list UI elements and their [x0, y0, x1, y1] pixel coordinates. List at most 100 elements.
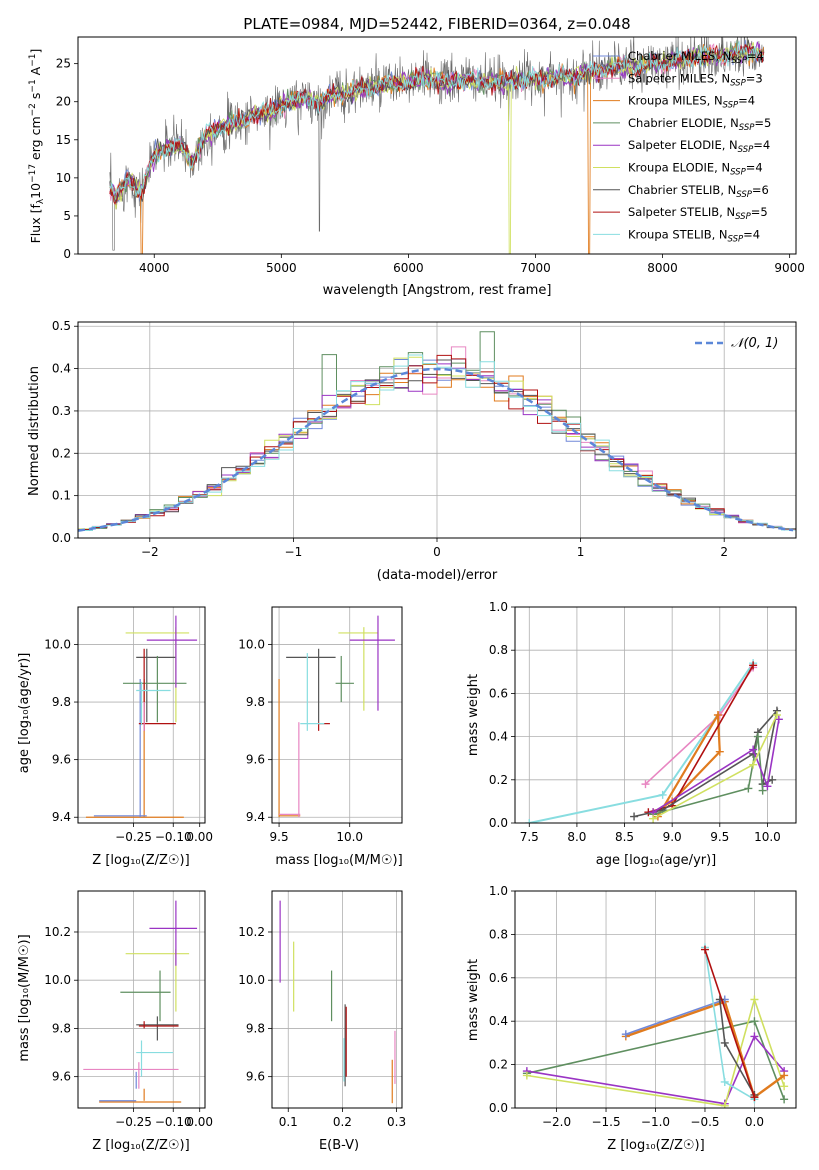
- y-tick-label: 0.4: [489, 1014, 508, 1028]
- x-tick-label: 0: [433, 545, 441, 559]
- ageZ-ylabel: age [log₁₀(age/yr)]: [17, 653, 32, 774]
- mass-weight-marker: [630, 812, 639, 821]
- mass-weight-marker: [621, 1030, 630, 1039]
- mass-weight-marker: [715, 747, 724, 756]
- y-tick-label: 10: [56, 171, 71, 185]
- model-fit-line: [109, 43, 764, 206]
- legend-label: Salpeter MILES, NSSP=3: [628, 71, 763, 88]
- mwAge-xlabel: age [log₁₀(age/yr)]: [596, 853, 717, 868]
- x-tick-label: 9.0: [663, 830, 682, 844]
- axes-frame: [77, 36, 797, 255]
- y-tick-label: 20: [56, 95, 71, 109]
- y-tick-label: 9.8: [246, 695, 265, 709]
- normal-distribution-curve: [78, 367, 794, 532]
- mass-vs-metallicity-panel: Z [log₁₀(Z/Z☉)] mass [log₁₀(M/M☉)] −0.25…: [17, 890, 213, 1153]
- y-tick-label: 0.8: [489, 927, 508, 941]
- y-tick-label: 10.2: [44, 925, 71, 939]
- y-tick-label: 9.8: [52, 695, 71, 709]
- y-tick-label: 0: [63, 247, 71, 261]
- mass-weight-marker: [774, 715, 783, 724]
- y-tick-label: 0.5: [52, 319, 71, 333]
- y-tick-label: 9.6: [246, 753, 265, 767]
- mwAge-ylabel: mass weight: [466, 674, 481, 756]
- x-tick-label: 6000: [393, 261, 424, 275]
- p-massE-plot-area: [272, 891, 402, 1108]
- legend-label: Kroupa MILES, NSSP=4: [628, 94, 755, 111]
- x-tick-label: 9.5: [270, 830, 289, 844]
- model-fit-line: [109, 40, 764, 197]
- ageZ-xlabel: Z [log₁₀(Z/Z☉)]: [92, 853, 189, 868]
- mass-weight-marker: [749, 745, 758, 754]
- x-tick-label: −0.5: [690, 1115, 719, 1129]
- figure-title: PLATE=0984, MJD=52442, FIBERID=0364, z=0…: [243, 15, 630, 33]
- x-tick-label: 10.0: [754, 830, 781, 844]
- mass-weight-marker: [780, 1095, 789, 1104]
- y-tick-label: 10.2: [238, 925, 265, 939]
- mass-weight-marker: [700, 945, 709, 954]
- ageM-xlabel: mass [log₁₀(M/M☉)]: [275, 853, 402, 868]
- mwZ-ylabel: mass weight: [466, 959, 481, 1041]
- x-tick-label: 7000: [520, 261, 551, 275]
- y-tick-label: 1.0: [489, 600, 508, 614]
- y-tick-label: 0.3: [52, 404, 71, 418]
- mwZ-xlabel: Z [log₁₀(Z/Z☉)]: [607, 1138, 704, 1153]
- mass-weight-marker: [780, 1082, 789, 1091]
- y-tick-label: 0.4: [52, 362, 71, 376]
- mass-weight-line: [652, 719, 780, 813]
- p-ageM-plot-area: [272, 607, 402, 823]
- y-tick-label: 10.0: [44, 637, 71, 651]
- legend-label: Chabrier ELODIE, NSSP=5: [628, 116, 771, 133]
- axes-frame: [77, 890, 206, 1109]
- x-tick-label: −0.25: [115, 1115, 152, 1129]
- x-tick-label: −0.10: [155, 830, 192, 844]
- y-tick-label: 9.4: [52, 810, 71, 824]
- x-tick-label: −1.5: [591, 1115, 620, 1129]
- mass-weight-marker: [750, 1093, 759, 1102]
- x-tick-label: 0.00: [186, 1115, 213, 1129]
- mass-weight-marker: [525, 819, 534, 823]
- mass-weight-marker: [749, 661, 758, 670]
- y-tick-label: 0.0: [489, 816, 508, 830]
- y-tick-label: 9.8: [52, 1021, 71, 1035]
- x-tick-label: 4000: [139, 261, 170, 275]
- legend-label: Salpeter ELODIE, NSSP=4: [628, 138, 770, 155]
- model-fit-line: [109, 41, 764, 206]
- x-tick-label: 0.0: [745, 1115, 764, 1129]
- x-tick-label: 9000: [774, 261, 805, 275]
- x-tick-label: 0.00: [186, 830, 213, 844]
- mass-weight-marker: [649, 814, 658, 823]
- mass-weight-marker: [641, 780, 650, 789]
- histogram-ylabel: Normed distribution: [27, 366, 42, 496]
- p-mwZ-plot-area: [515, 891, 796, 1108]
- y-tick-label: 0.6: [489, 686, 508, 700]
- mass-weight-marker: [750, 1032, 759, 1041]
- mass-weight-marker: [749, 760, 758, 769]
- x-tick-label: −1.0: [641, 1115, 670, 1129]
- x-tick-label: −2.0: [542, 1115, 571, 1129]
- mass-weight-marker: [780, 1071, 789, 1080]
- age-vs-metallicity-panel: Z [log₁₀(Z/Z☉)] age [log₁₀(age/yr)] −0.2…: [17, 606, 213, 868]
- age-vs-mass-panel: mass [log₁₀(M/M☉)] 9.5 10.0 9.4 9.6 9.8 10.0: [238, 606, 403, 868]
- axes-frame: [271, 890, 403, 1109]
- y-tick-label: 9.4: [246, 810, 265, 824]
- y-tick-label: 0.0: [489, 1101, 508, 1115]
- legend-label: Salpeter STELIB, NSSP=5: [628, 205, 768, 222]
- mass-weight-marker: [750, 995, 759, 1004]
- mass-weight-marker: [744, 784, 753, 793]
- y-tick-label: 5: [63, 209, 71, 223]
- mass-weight-marker: [763, 782, 772, 791]
- legend-label: 𝒩(0, 1): [731, 336, 778, 351]
- mass-weight-marker: [768, 775, 777, 784]
- massZ-xlabel: Z [log₁₀(Z/Z☉)]: [92, 1138, 189, 1153]
- legend-label: Kroupa ELODIE, NSSP=4: [628, 161, 763, 178]
- x-tick-label: 7.5: [520, 830, 539, 844]
- spectrum-ylabel: Flux [fλ10−17 erg cm−2 s−1 A−1]: [28, 49, 46, 244]
- axes-frame: [77, 606, 206, 824]
- mass-weight-marker: [522, 1071, 531, 1080]
- y-tick-label: 10.0: [44, 973, 71, 987]
- mass-vs-ebv-panel: E(B-V) 0.1 0.2 0.3 9.6 9.8 10.0 10.2: [238, 890, 406, 1153]
- mass-weight-line: [625, 998, 726, 1035]
- mass-weight-marker: [720, 1101, 729, 1108]
- p-ageZ-plot-area: [78, 607, 205, 823]
- mass-weight-line: [625, 1000, 785, 1100]
